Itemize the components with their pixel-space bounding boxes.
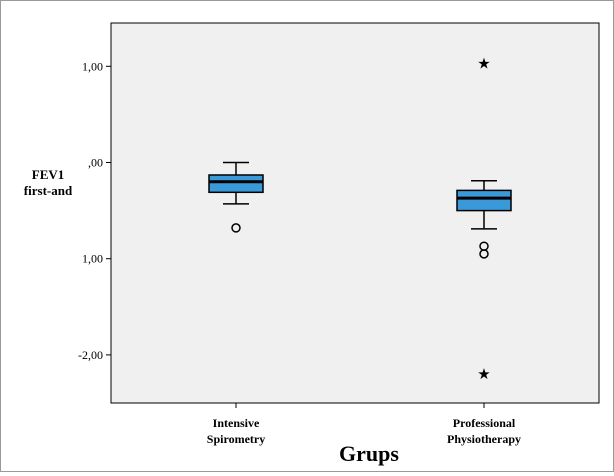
- box-series: ★★: [208, 56, 512, 383]
- y-axis: 1,00 ,00 1,00 -2,00: [78, 59, 111, 362]
- y-tick-label-1: ,00: [88, 155, 103, 169]
- outlier-star-2: ★: [477, 56, 490, 72]
- x-axis-label: Grups: [339, 441, 399, 466]
- y-tick-label-2: 1,00: [82, 252, 103, 266]
- box-iqr: [208, 174, 264, 194]
- box-iqr: [456, 189, 512, 212]
- outlier-circle-0: [231, 223, 241, 233]
- outlier-star-3: ★: [477, 367, 490, 383]
- x-category-label-1-line-2: Spirometry: [207, 432, 265, 446]
- box-group-2: ★★: [456, 56, 512, 383]
- y-axis-label-line-2: first-and: [24, 183, 73, 198]
- x-category-label-1-line-1: Intensive: [213, 416, 260, 430]
- y-tick-label-0: 1,00: [82, 59, 103, 73]
- y-tick-label-3: -2,00: [78, 348, 103, 362]
- x-category-label-2-line-1: Professional: [453, 416, 516, 430]
- x-category-labels: Intensive Spirometry Professional Physiothe…: [207, 403, 521, 446]
- outlier-circle-1: [479, 249, 489, 259]
- y-axis-label-line-1: FEV1: [32, 167, 65, 182]
- x-category-label-2-line-2: Physiotherapy: [447, 432, 521, 446]
- box-group-1: [208, 161, 264, 233]
- plot-area: [110, 22, 600, 404]
